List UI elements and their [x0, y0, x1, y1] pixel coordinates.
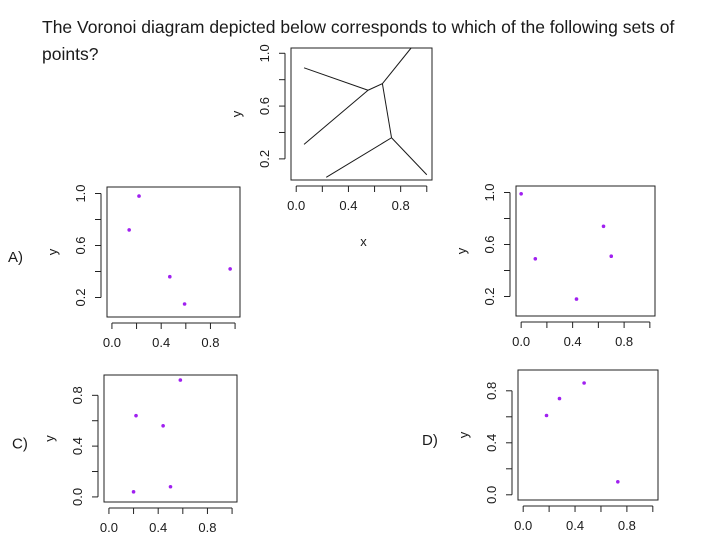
- x-tick-label: 0.8: [618, 518, 636, 533]
- data-point: [137, 194, 141, 198]
- plot-b: 0.0 0.4 0.8 0.2 0.6 1.0 y B): [420, 183, 656, 349]
- x-tick-label: 0.0: [287, 198, 305, 213]
- data-point: [161, 424, 165, 428]
- y-tick-label: 0.0: [70, 488, 85, 506]
- voronoi-edge: [367, 83, 383, 91]
- y-tick-label: 1.0: [257, 44, 272, 62]
- y-tick-label: 0.6: [482, 235, 497, 253]
- y-tick-label: 0.0: [484, 486, 499, 504]
- question-text: The Voronoi diagram depicted below corre…: [42, 17, 675, 64]
- x-tick-label: 0.8: [198, 520, 216, 535]
- option-label-b: B): [420, 228, 435, 245]
- plot-c: 0.0 0.4 0.8 0.0 0.4 0.8 y C): [12, 374, 238, 535]
- y-axis-label: y: [456, 431, 471, 438]
- voronoi-edge: [391, 137, 428, 176]
- y-tick-label: 0.6: [257, 97, 272, 115]
- data-point: [134, 413, 138, 418]
- plot-frame: [106, 186, 241, 318]
- x-tick-label: 0.4: [152, 335, 170, 350]
- y-axis-label: y: [454, 247, 469, 254]
- y-tick-label: 0.6: [73, 236, 88, 254]
- y-tick-label: 0.2: [73, 288, 88, 306]
- y-tick-label: 0.2: [482, 287, 497, 305]
- x-tick-label: 0.4: [566, 518, 584, 533]
- data-point: [168, 274, 172, 279]
- x-tick-label: 0.4: [339, 198, 357, 213]
- voronoi-edge: [381, 47, 412, 84]
- x-tick-label: 0.0: [103, 335, 121, 350]
- y-tick-label: 0.4: [70, 437, 85, 455]
- x-tick-label: 0.4: [564, 334, 582, 349]
- x-tick-label: 0.4: [149, 520, 167, 535]
- voronoi-edge: [381, 83, 393, 138]
- data-point: [168, 484, 173, 489]
- data-point: [574, 297, 579, 301]
- x-tick-label: 0.8: [615, 334, 633, 349]
- voronoi-edge: [325, 137, 392, 178]
- x-tick-label: 0.0: [512, 334, 530, 349]
- voronoi-edge: [303, 89, 369, 145]
- y-tick-label: 0.4: [484, 434, 499, 452]
- x-tick-label: 0.8: [201, 335, 219, 350]
- data-point: [131, 490, 136, 494]
- plot-a: 0.0 0.4 0.8 0.2 0.6 1.0 y A): [8, 184, 241, 350]
- plot-frame: [517, 369, 659, 501]
- data-point: [601, 224, 606, 229]
- data-point: [182, 302, 187, 306]
- data-point: [178, 378, 183, 382]
- y-tick-label: 0.8: [70, 386, 85, 404]
- option-label-d: D): [422, 432, 438, 449]
- plot-voronoi: 0.0 0.4 0.8 0.2 0.6 1.0 y x: [229, 44, 433, 249]
- data-point: [582, 381, 586, 385]
- option-label-c: C): [12, 436, 28, 453]
- data-point: [557, 396, 562, 401]
- data-point: [533, 257, 538, 261]
- x-tick-label: 0.0: [100, 520, 118, 535]
- data-point: [519, 192, 523, 196]
- data-point: [228, 267, 232, 271]
- x-tick-label: 0.0: [514, 518, 532, 533]
- option-label-a: A): [8, 249, 23, 266]
- y-axis-label: y: [229, 110, 244, 117]
- y-tick-label: 0.2: [257, 150, 272, 168]
- x-tick-label: 0.8: [392, 198, 410, 213]
- data-point: [609, 254, 614, 258]
- plot-frame: [103, 374, 238, 503]
- data-point: [616, 480, 620, 484]
- x-axis-label: x: [360, 234, 367, 249]
- y-tick-label: 1.0: [482, 183, 497, 201]
- y-tick-label: 0.8: [484, 382, 499, 400]
- plot-d: 0.0 0.4 0.8 0.0 0.4 0.8 y D): [422, 369, 659, 533]
- y-axis-label: y: [42, 435, 57, 442]
- y-axis-label: y: [45, 248, 60, 255]
- data-point: [544, 413, 549, 418]
- voronoi-edge: [303, 67, 369, 91]
- plot-frame: [290, 47, 433, 181]
- y-tick-label: 1.0: [73, 184, 88, 202]
- plot-frame: [515, 185, 656, 317]
- data-point: [127, 228, 131, 232]
